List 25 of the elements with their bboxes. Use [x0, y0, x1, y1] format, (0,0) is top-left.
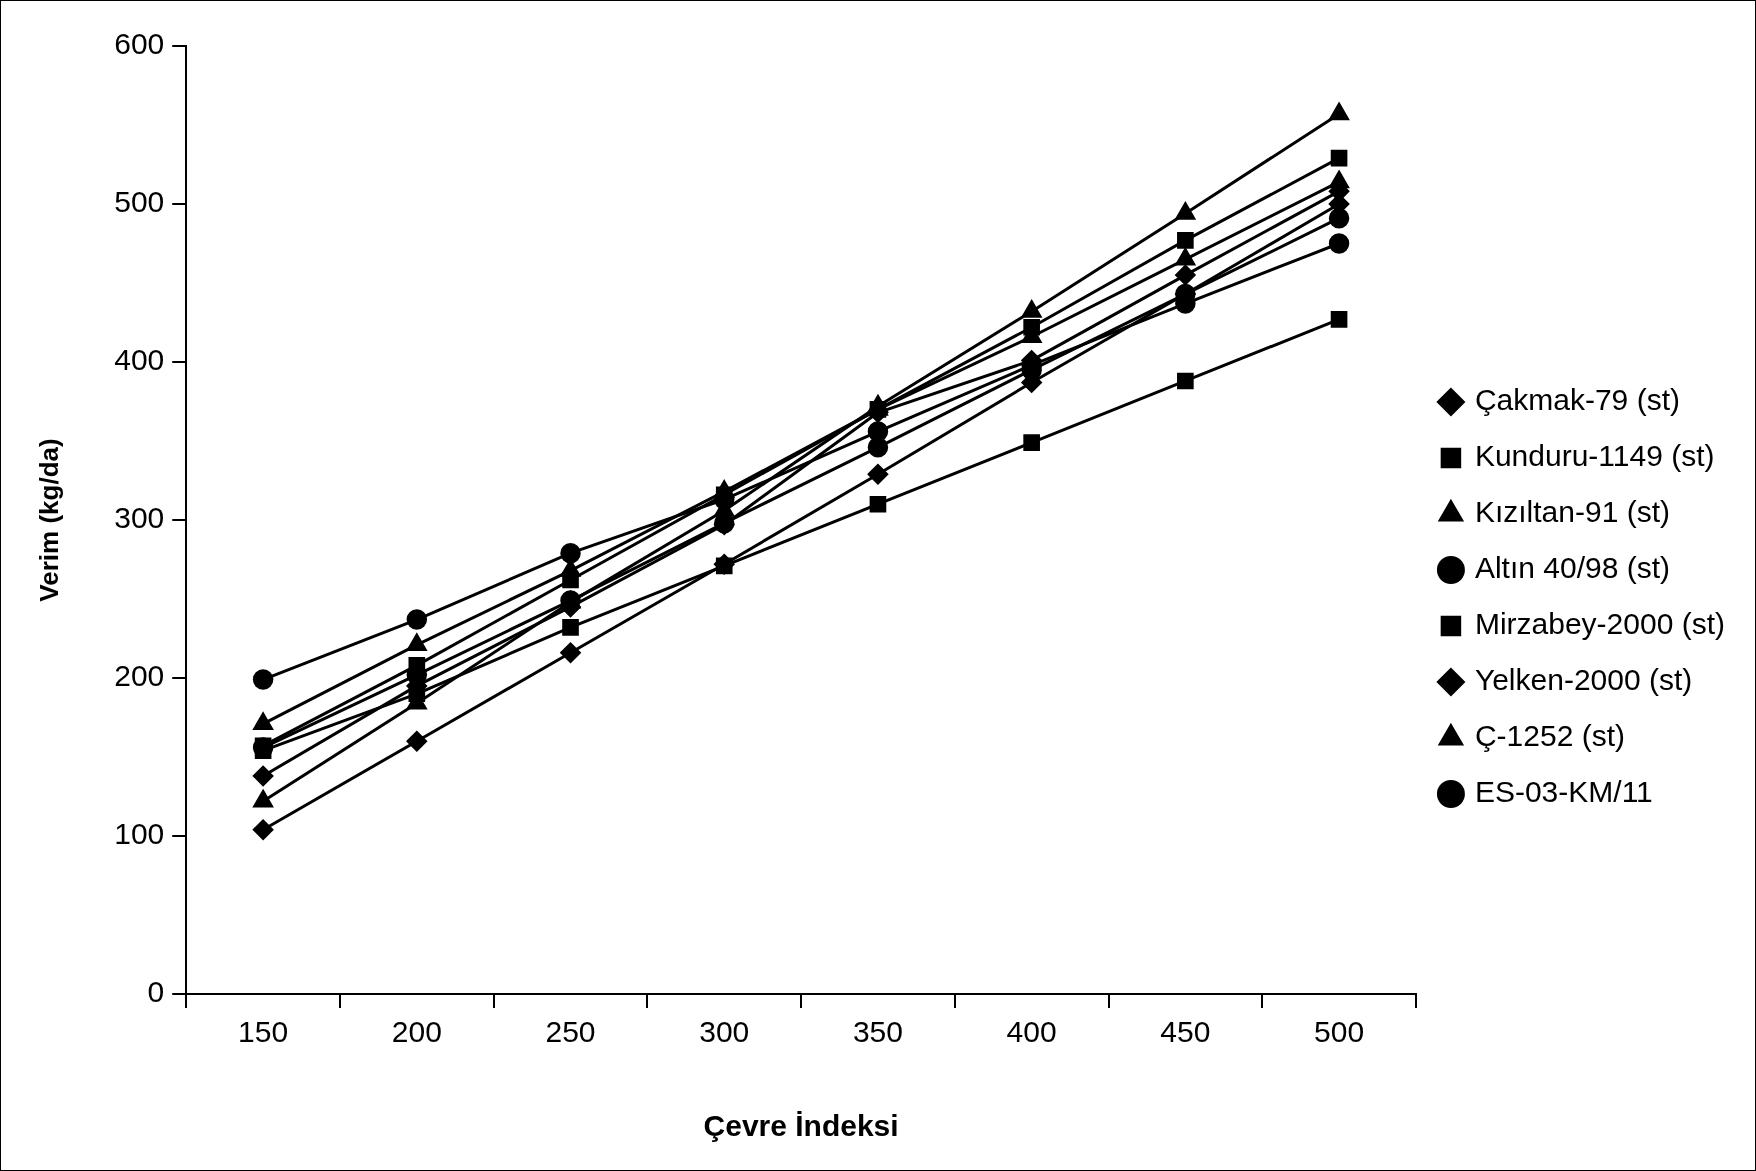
- legend-label: Ç-1252 (st): [1474, 719, 1625, 753]
- y-tick-label: 300: [114, 501, 165, 535]
- x-tick-label: 150: [238, 1015, 289, 1049]
- legend-label: Mirzabey-2000 (st): [1474, 607, 1725, 641]
- legend-label: ES-03-KM/11: [1474, 775, 1653, 809]
- y-tick-label: 600: [114, 27, 165, 61]
- x-tick-label: 400: [1006, 1015, 1057, 1049]
- x-tick-label: 450: [1160, 1015, 1211, 1049]
- x-tick-label: 250: [545, 1015, 596, 1049]
- x-axis-title: Çevre İndeksi: [703, 1109, 899, 1143]
- x-tick-label: 350: [852, 1015, 903, 1049]
- legend-label: Çakmak-79 (st): [1474, 383, 1680, 417]
- legend-label: Yelken-2000 (st): [1474, 663, 1693, 697]
- y-tick-label: 200: [114, 659, 165, 693]
- y-axis-title: Verim (kg/da): [33, 438, 64, 602]
- legend-label: Kızıltan-91 (st): [1474, 495, 1670, 529]
- y-tick-label: 0: [147, 975, 165, 1009]
- x-tick-label: 500: [1314, 1015, 1365, 1049]
- y-tick-label: 100: [114, 817, 165, 851]
- y-tick-label: 400: [114, 343, 165, 377]
- x-tick-label: 300: [699, 1015, 750, 1049]
- legend-label: Altın 40/98 (st): [1474, 551, 1671, 585]
- y-tick-label: 500: [114, 185, 165, 219]
- x-tick-label: 200: [391, 1015, 442, 1049]
- legend-label: Kunduru-1149 (st): [1474, 439, 1715, 473]
